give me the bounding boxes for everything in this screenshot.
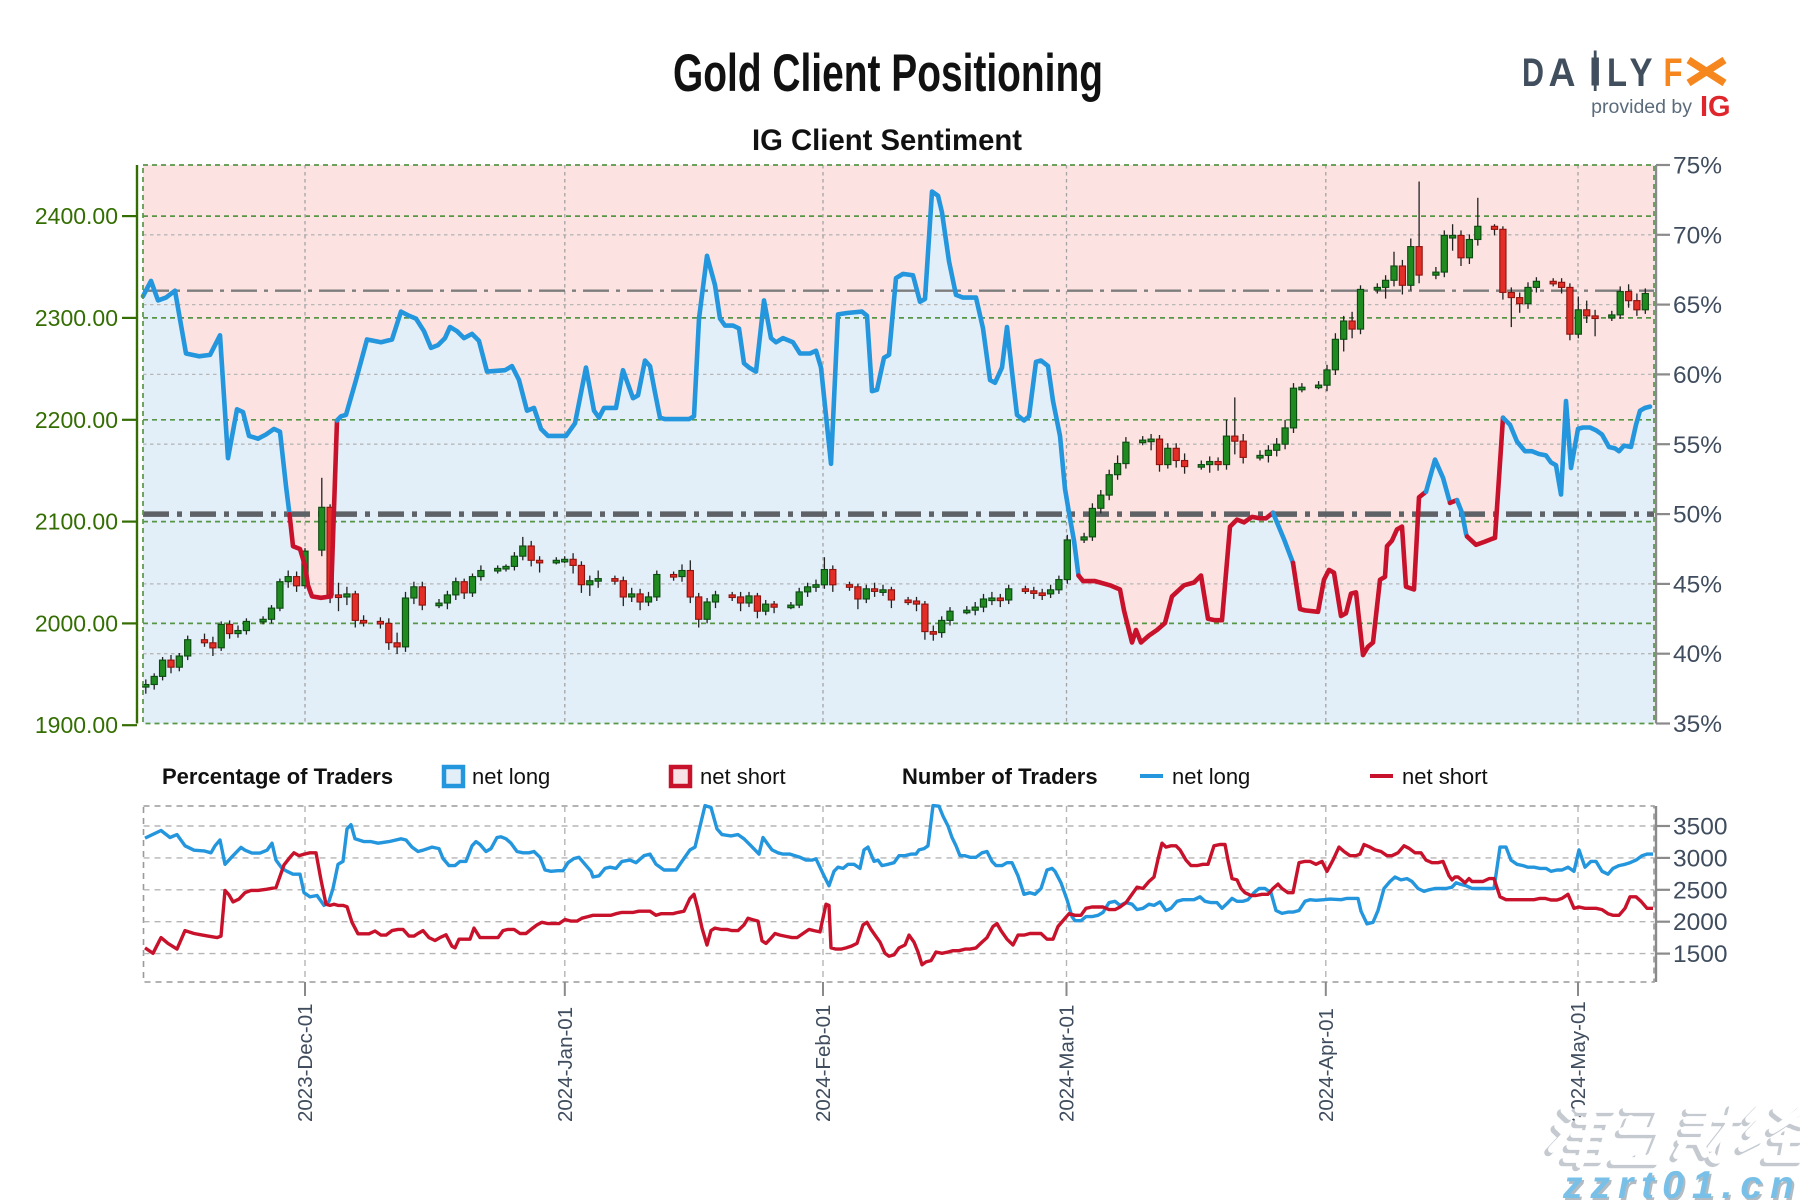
svg-text:40%: 40% [1673, 641, 1722, 668]
svg-text:2024-Jan-01: 2024-Jan-01 [554, 1007, 577, 1122]
svg-text:net short: net short [1402, 764, 1488, 789]
svg-text:65%: 65% [1673, 292, 1722, 319]
svg-text:provided by: provided by [1591, 96, 1692, 118]
svg-text:2024-Mar-01: 2024-Mar-01 [1056, 1005, 1079, 1122]
svg-text:2024-Apr-01: 2024-Apr-01 [1315, 1008, 1338, 1122]
svg-text:3000: 3000 [1673, 845, 1728, 872]
svg-text:zzrt01.cn: zzrt01.cn [1562, 1164, 1800, 1200]
svg-text:2300.00: 2300.00 [35, 305, 118, 331]
svg-text:1500: 1500 [1673, 941, 1728, 968]
svg-text:A: A [1549, 51, 1576, 95]
svg-text:2200.00: 2200.00 [35, 407, 118, 433]
svg-text:Gold Client Positioning: Gold Client Positioning [673, 44, 1103, 103]
svg-text:55%: 55% [1673, 432, 1722, 459]
svg-text:2500: 2500 [1673, 877, 1728, 904]
svg-text:35%: 35% [1673, 711, 1722, 738]
svg-text:Percentage of Traders: Percentage of Traders [162, 764, 393, 789]
svg-text:75%: 75% [1673, 153, 1722, 180]
svg-text:2024-May-01: 2024-May-01 [1567, 1001, 1590, 1122]
svg-text:IG Client Sentiment: IG Client Sentiment [752, 124, 1022, 157]
svg-text:45%: 45% [1673, 571, 1722, 598]
svg-text:2100.00: 2100.00 [35, 509, 118, 535]
svg-text:2000.00: 2000.00 [35, 610, 118, 636]
svg-text:2000: 2000 [1673, 909, 1728, 936]
svg-text:Y: Y [1630, 51, 1653, 95]
svg-text:60%: 60% [1673, 362, 1722, 389]
svg-text:L: L [1607, 51, 1627, 95]
svg-text:F: F [1664, 51, 1683, 95]
svg-text:2023-Dec-01: 2023-Dec-01 [294, 1003, 317, 1122]
svg-text:net short: net short [700, 764, 786, 789]
svg-text:zzrt01.cn: zzrt01.cn [1564, 1167, 1800, 1200]
svg-text:50%: 50% [1673, 502, 1722, 529]
svg-text:IG: IG [1700, 91, 1731, 123]
svg-text:D: D [1522, 51, 1544, 95]
svg-text:1900.00: 1900.00 [35, 712, 118, 738]
svg-text:2400.00: 2400.00 [35, 203, 118, 229]
svg-text:net long: net long [1172, 764, 1250, 789]
svg-text:70%: 70% [1673, 222, 1722, 249]
svg-text:Number of Traders: Number of Traders [902, 764, 1098, 789]
svg-text:2024-Feb-01: 2024-Feb-01 [812, 1005, 835, 1122]
svg-text:3500: 3500 [1673, 814, 1728, 841]
svg-text:net long: net long [472, 764, 550, 789]
